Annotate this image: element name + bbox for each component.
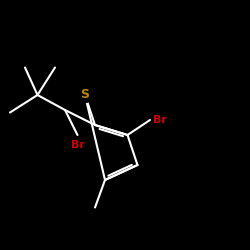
Text: Br: Br (153, 115, 167, 125)
Text: Br: Br (70, 140, 85, 150)
Text: S: S (80, 88, 90, 102)
